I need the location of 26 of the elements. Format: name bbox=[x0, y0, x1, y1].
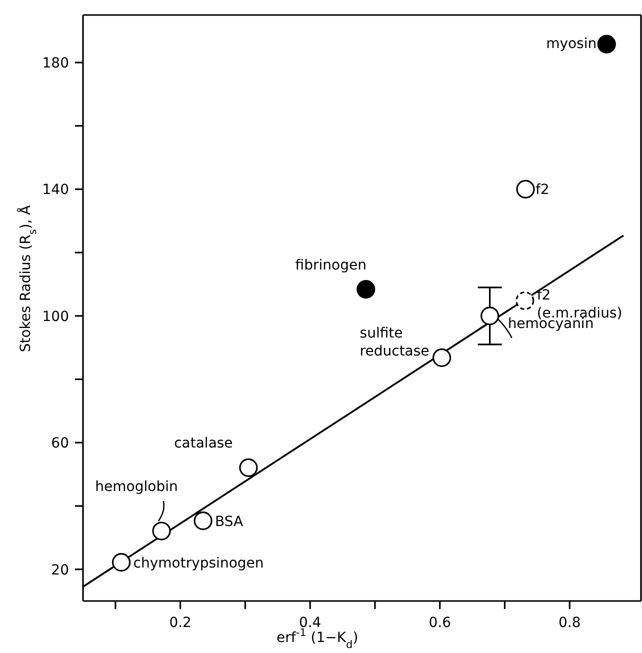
x-tick-label: 0.2 bbox=[169, 615, 192, 631]
annotation: BSA bbox=[215, 514, 244, 530]
y-tick-label: 140 bbox=[42, 182, 69, 198]
x-tick-label: 0.8 bbox=[558, 615, 581, 631]
point bbox=[356, 280, 376, 299]
y-tick-label: 20 bbox=[51, 562, 69, 578]
point bbox=[597, 34, 616, 54]
point bbox=[112, 553, 131, 572]
annotation: sulfite reductase bbox=[360, 326, 430, 360]
point bbox=[152, 522, 171, 540]
annotation: myosin bbox=[546, 36, 597, 52]
annotation: fibrinogen bbox=[295, 257, 366, 274]
point bbox=[480, 306, 500, 326]
point bbox=[194, 512, 212, 530]
point bbox=[516, 180, 535, 199]
y-tick-label: 180 bbox=[42, 56, 69, 72]
point bbox=[432, 348, 452, 368]
annotation: hemoglobin bbox=[95, 478, 178, 495]
x-tick-label: 0.6 bbox=[428, 615, 452, 631]
annotation: catalase bbox=[174, 436, 233, 452]
y-tick-label: 60 bbox=[51, 436, 69, 452]
point bbox=[239, 458, 258, 477]
y-tick-label: 100 bbox=[42, 308, 69, 325]
annotation: chymotrypsinogen bbox=[133, 555, 264, 572]
point bbox=[516, 291, 534, 310]
annotation: f2 bbox=[536, 182, 550, 198]
